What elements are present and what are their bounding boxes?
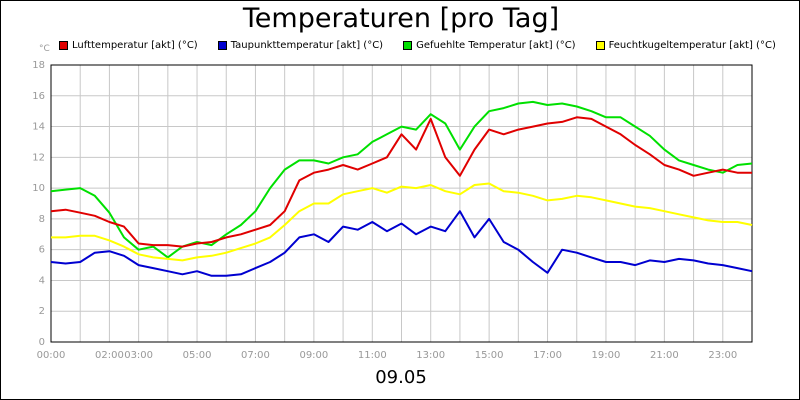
y-tick-label: 14	[32, 122, 45, 133]
x-tick-label: 17:00	[533, 350, 562, 361]
series-line-4	[51, 182, 753, 262]
legend-label: Taupunkttemperatur [akt] (°C)	[230, 39, 384, 51]
x-tick-label: 23:00	[708, 350, 737, 361]
legend-item: Taupunkttemperatur [akt] (°C)	[217, 39, 384, 51]
y-tick-label: 0	[39, 337, 45, 348]
legend-item: Lufttemperatur [akt] (°C)	[59, 40, 198, 51]
x-tick-label: 19:00	[592, 350, 621, 361]
x-tick-label: 07:00	[241, 350, 270, 361]
x-tick-label: 15:00	[475, 350, 504, 361]
x-tick-label: 02:00	[95, 350, 124, 361]
y-tick-label: 2	[39, 306, 45, 317]
legend-label: Lufttemperatur [akt] (°C)	[72, 39, 198, 51]
series-line-1	[50, 116, 752, 248]
legend-swatch	[217, 40, 227, 50]
legend-swatch	[403, 40, 413, 50]
legend-label: Feuchtkugeltemperatur [akt] (°C)	[608, 39, 776, 51]
y-tick-label: 12	[32, 152, 45, 163]
series-line-2	[50, 210, 753, 277]
x-tick-label: 03:00	[124, 350, 153, 361]
y-tick-label: 16	[32, 91, 45, 102]
y-tick-label: 10	[32, 183, 45, 194]
legend-swatch	[59, 40, 68, 50]
legend: Lufttemperatur [akt] (°C) Taupunkttempera…	[59, 38, 796, 52]
x-axis-date-label: 09.05	[375, 367, 427, 388]
x-tick-label: 05:00	[183, 350, 212, 361]
legend-item: Gefuehlte Temperatur [akt] (°C)	[403, 39, 576, 51]
y-tick-label: 8	[39, 214, 45, 225]
y-unit-label: °C	[39, 44, 50, 54]
series-line-3	[50, 100, 753, 259]
x-tick-label: 00:00	[37, 350, 66, 361]
plot-area-border	[50, 64, 753, 343]
y-tick-label: 4	[39, 275, 45, 286]
x-tick-label: 21:00	[650, 350, 679, 361]
x-tick-label: 13:00	[416, 350, 445, 361]
legend-swatch	[595, 40, 605, 50]
y-tick-label: 18	[32, 60, 45, 71]
x-tick-label: 09:00	[299, 350, 328, 361]
legend-label: Gefuehlte Temperatur [akt] (°C)	[416, 39, 576, 51]
legend-item: Feuchtkugeltemperatur [akt] (°C)	[595, 39, 776, 51]
chart-title: Temperaturen [pro Tag]	[242, 3, 560, 34]
y-tick-label: 6	[39, 245, 45, 256]
x-tick-label: 11:00	[358, 350, 387, 361]
